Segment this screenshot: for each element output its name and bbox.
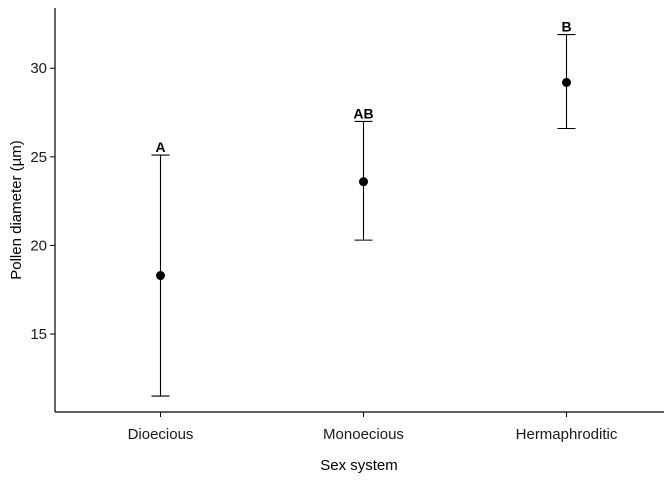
y-tick-label: 30	[30, 60, 47, 77]
x-tick-label: Hermaphroditic	[516, 426, 618, 443]
mean-point	[562, 77, 571, 87]
data-marks: A AB B	[151, 19, 576, 397]
significance-letter: B	[561, 19, 571, 35]
x-axis-ticks: Dioecious Monoecious Hermaphroditic	[128, 412, 618, 443]
x-tick-label: Monoecious	[323, 426, 404, 443]
significance-letter: A	[155, 139, 165, 155]
significance-letter: AB	[353, 105, 373, 121]
mean-point	[156, 271, 165, 281]
y-tick-label: 15	[30, 326, 47, 343]
x-axis-title: Sex system	[320, 457, 398, 474]
y-axis-title: Pollen diameter (µm)	[8, 140, 25, 280]
y-tick-label: 25	[30, 149, 47, 166]
y-axis-ticks: 15 20 25 30	[30, 60, 55, 343]
mean-point	[359, 177, 368, 187]
y-tick-label: 20	[30, 237, 47, 254]
x-tick-label: Dioecious	[128, 426, 194, 443]
